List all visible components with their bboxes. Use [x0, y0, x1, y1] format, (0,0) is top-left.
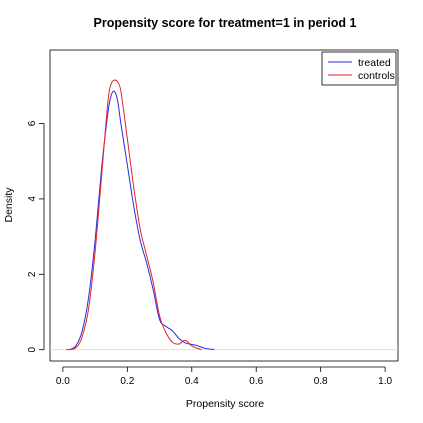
chart-title: Propensity score for treatment=1 in peri… [94, 16, 357, 30]
plot-frame [49, 49, 399, 362]
series-line-treated [69, 90, 215, 351]
series-line-controls [66, 79, 202, 351]
x-tick-label: 1.0 [378, 376, 392, 387]
x-tick-label: 0.2 [120, 376, 134, 387]
y-tick-label: 6 [27, 120, 38, 126]
legend-box [321, 51, 397, 86]
x-tick-label: 0.8 [314, 376, 328, 387]
legend: treated controls [321, 51, 397, 86]
x-tick-label: 0.0 [56, 376, 70, 387]
legend-label-treated: treated [358, 57, 391, 69]
y-tick-label: 4 [27, 196, 38, 202]
legend-label-controls: controls [358, 70, 395, 82]
y-tick-label: 0 [27, 346, 38, 352]
x-axis-title: Propensity score [186, 398, 264, 410]
y-axis: 0 2 4 6 [27, 120, 45, 352]
x-tick-label: 0.4 [185, 376, 199, 387]
x-tick-label: 0.6 [249, 376, 263, 387]
x-axis: 0.0 0.2 0.4 0.6 0.8 1.0 [56, 366, 392, 387]
series-layer [66, 79, 215, 351]
y-tick-label: 2 [27, 271, 38, 277]
y-axis-title: Density [3, 187, 15, 223]
